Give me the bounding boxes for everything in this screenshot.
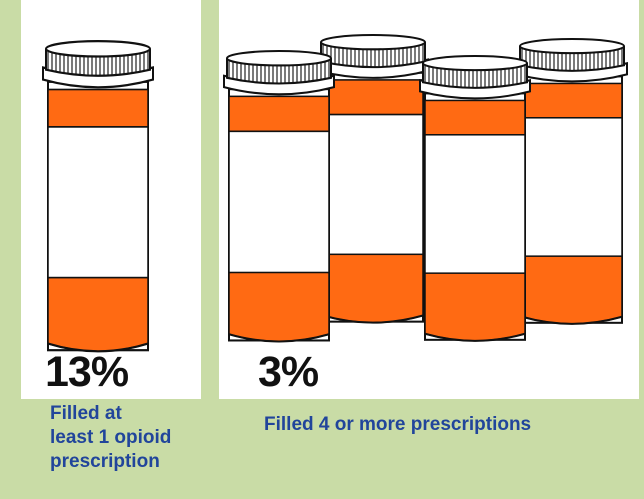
caption-multiple-prescriptions: Filled 4 or more prescriptions (264, 414, 532, 435)
prescription-bottle-icon (222, 49, 336, 343)
percent-single-prescription: 13% (45, 348, 129, 396)
prescription-bottle-icon (418, 54, 532, 342)
prescription-bottle-icon (41, 39, 155, 353)
percent-multiple-prescriptions: 3% (258, 348, 319, 396)
caption-single-prescription: Filled at least 1 opioid prescription (50, 402, 210, 474)
prescription-bottle-icon (515, 37, 629, 325)
caption-line: Filled at (50, 403, 122, 424)
caption-line: least 1 opioid (50, 427, 172, 448)
caption-line: prescription (50, 451, 160, 472)
